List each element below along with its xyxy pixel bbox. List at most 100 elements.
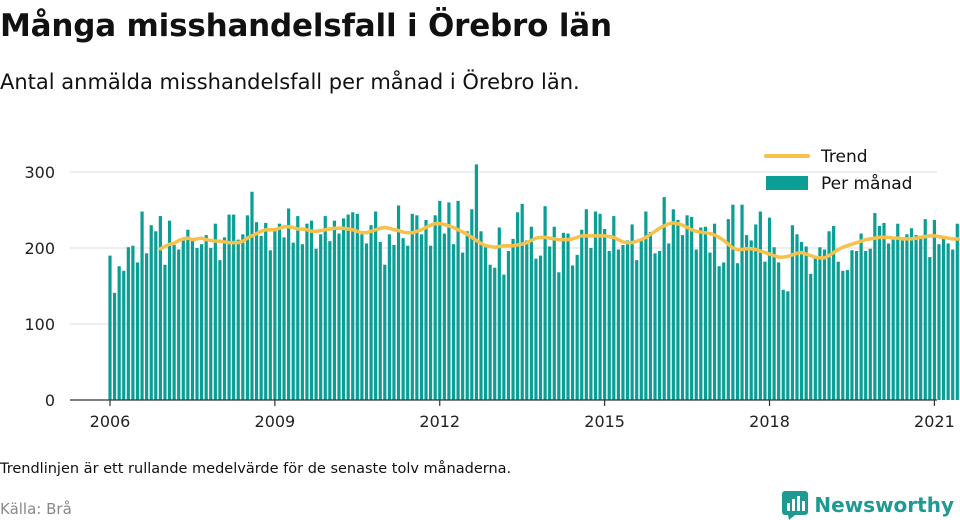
bar [163, 264, 167, 400]
bar [319, 234, 323, 400]
bar [621, 244, 625, 400]
bar [323, 216, 327, 400]
bar [209, 248, 213, 400]
bar [181, 240, 185, 400]
bar [254, 222, 259, 400]
bar [854, 251, 859, 400]
bar [603, 229, 607, 400]
bar [758, 211, 762, 400]
brand-name: Newsworthy [814, 493, 954, 517]
bar [923, 219, 927, 400]
bar [905, 234, 909, 400]
bar [488, 264, 492, 400]
bar [845, 270, 849, 400]
bar [296, 216, 300, 400]
bar [850, 250, 854, 400]
bar [955, 223, 959, 400]
bar [387, 234, 391, 400]
bar [557, 272, 561, 400]
bar [690, 216, 694, 400]
bar [919, 235, 923, 400]
bar [882, 222, 886, 400]
chart: 01002003002006200920122015201820212023 T… [24, 147, 960, 431]
bar [786, 291, 790, 400]
bar [483, 244, 488, 400]
legend-bar-swatch [766, 176, 808, 190]
trend-line [158, 221, 960, 260]
bar [158, 216, 162, 400]
bar [932, 219, 936, 400]
bar [639, 238, 643, 400]
bar [406, 245, 410, 400]
bar [887, 243, 891, 400]
bar [873, 213, 877, 400]
bar [790, 225, 795, 400]
bar [465, 231, 469, 400]
bar [355, 213, 359, 400]
bar [813, 257, 817, 400]
bar [374, 211, 378, 400]
bar [415, 215, 419, 400]
bar [749, 240, 753, 400]
bar [241, 234, 245, 400]
bar [204, 235, 208, 400]
bar [946, 243, 950, 400]
bar [429, 245, 433, 400]
bar [635, 260, 639, 400]
bar [291, 242, 295, 400]
bar [369, 225, 373, 400]
bar [309, 220, 314, 400]
bar [543, 206, 547, 400]
bar [250, 191, 254, 400]
x-tick-label: 2021 [914, 412, 955, 431]
bar [122, 270, 126, 400]
bar [694, 249, 698, 400]
bar [680, 235, 685, 400]
bar [566, 233, 570, 400]
bar [671, 209, 675, 400]
bar [896, 223, 900, 400]
y-tick-label: 300 [24, 163, 55, 182]
bar [493, 267, 497, 400]
x-tick-label: 2012 [419, 412, 460, 431]
x-tick-label: 2018 [749, 412, 790, 431]
legend-bar-label: Per månad [821, 173, 912, 194]
axes: 01002003002006200920122015201820212023 [24, 163, 955, 431]
bar [534, 258, 538, 400]
bar [108, 255, 112, 400]
bar [236, 239, 240, 400]
bar [305, 223, 309, 400]
bar [909, 228, 914, 400]
bar [438, 200, 442, 400]
bar [502, 274, 506, 400]
bar [731, 204, 735, 400]
bar [451, 244, 456, 400]
bar [378, 241, 382, 400]
bar [575, 254, 579, 400]
bar [149, 225, 153, 400]
bar [346, 214, 350, 400]
bar [754, 224, 758, 400]
bar [190, 240, 195, 400]
bar [658, 251, 662, 400]
bar [442, 233, 446, 400]
bar [232, 214, 236, 400]
bar [259, 235, 263, 400]
bar [497, 227, 501, 400]
bar [616, 249, 620, 400]
bar [264, 222, 268, 400]
brand: Newsworthy [781, 490, 954, 520]
bar [735, 263, 740, 400]
bar [177, 249, 181, 400]
bar [832, 225, 836, 400]
trend-line-group [158, 221, 960, 260]
bar [401, 238, 405, 400]
bar [781, 289, 785, 400]
bar [951, 249, 955, 400]
bar [195, 248, 199, 400]
bar [112, 292, 117, 400]
bar [186, 229, 190, 400]
bar [396, 205, 401, 400]
bar [767, 217, 772, 400]
bar [877, 225, 882, 400]
